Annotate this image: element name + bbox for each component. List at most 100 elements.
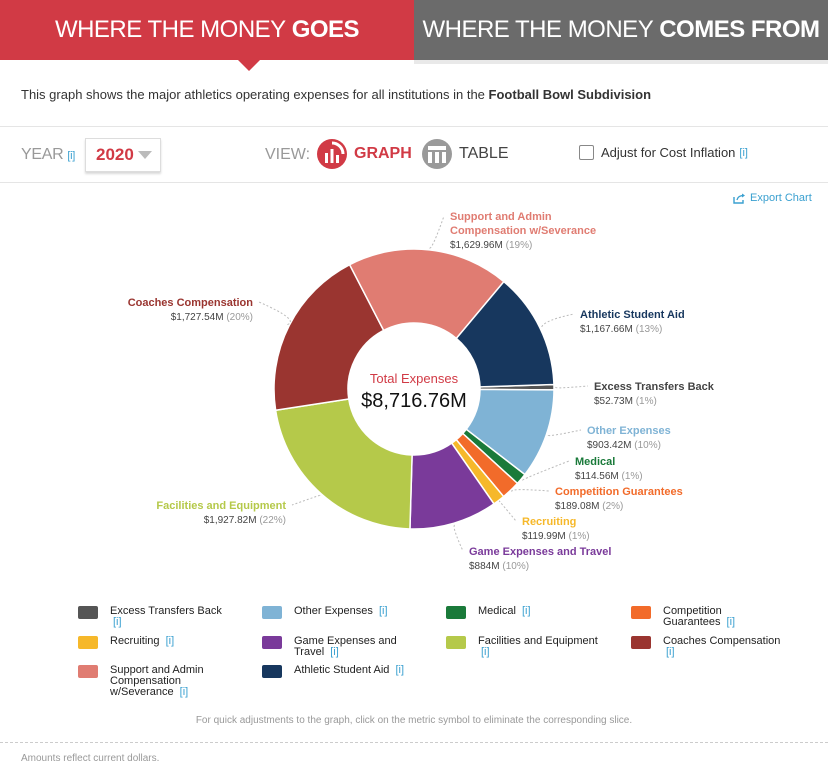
legend-info-link[interactable]: [i] — [395, 664, 405, 676]
legend-swatch[interactable] — [78, 665, 98, 678]
legend-item[interactable]: Other Expenses [i] — [262, 606, 432, 619]
legend-swatch[interactable] — [446, 606, 466, 619]
legend-swatch[interactable] — [631, 606, 651, 619]
legend-item[interactable]: Medical [i] — [446, 606, 616, 619]
legend-text: Other Expenses — [294, 605, 373, 617]
legend-swatch[interactable] — [78, 606, 98, 619]
slice-value-support-and-admin-compensation-w-severance: $1,629.96M (19%) — [450, 240, 532, 251]
export-icon — [733, 193, 745, 204]
legend-swatch[interactable] — [631, 636, 651, 649]
footnote: Amounts reflect current dollars. — [21, 753, 160, 764]
leader-line-athletic-student-aid — [541, 313, 575, 328]
slice-label-medical: Medical — [575, 456, 615, 468]
legend-text: Competition Guarantees — [663, 605, 722, 628]
legend-item[interactable]: Athletic Student Aid [i] — [262, 665, 432, 678]
tab-where-money-comes-from[interactable]: WHERE THE MONEY COMES FROM — [414, 0, 828, 60]
slice-value-competition-guarantees: $189.08M (2%) — [555, 501, 623, 512]
slice-support-and-admin-compensation-w-severance[interactable] — [348, 248, 505, 340]
tab-goes-bold: GOES — [291, 16, 360, 43]
legend-label: Facilities and Equipment [i] — [478, 636, 608, 658]
center-value: $8,716.76M — [361, 390, 467, 412]
slice-label-facilities-and-equipment: Facilities and Equipment — [156, 500, 286, 512]
legend-item[interactable]: Game Expenses and Travel [i] — [262, 636, 432, 658]
legend-swatch[interactable] — [262, 636, 282, 649]
slice-label-support-and-admin-compensation-w-severance: Support and Admin Compensation w/Severanc… — [450, 211, 596, 237]
legend-swatch[interactable] — [262, 665, 282, 678]
graph-label: GRAPH — [354, 145, 412, 162]
legend-item[interactable]: Recruiting [i] — [78, 636, 248, 649]
legend-info-link[interactable]: [i] — [378, 605, 388, 617]
inflation-info-link[interactable]: [i] — [739, 146, 748, 159]
legend-info-link[interactable]: [i] — [179, 686, 189, 698]
legend-text: Medical — [478, 605, 516, 617]
slice-label-game-expenses-and-travel: Game Expenses and Travel — [469, 546, 611, 558]
legend-label: Other Expenses [i] — [294, 606, 388, 617]
slice-facilities-and-equipment[interactable] — [274, 398, 413, 530]
legend-swatch[interactable] — [78, 636, 98, 649]
divider — [0, 182, 828, 183]
table-label: TABLE — [459, 145, 509, 162]
tab-where-money-goes[interactable]: WHERE THE MONEY GOES — [0, 0, 414, 60]
legend-item[interactable]: Coaches Compensation [i] — [631, 636, 801, 658]
legend-swatch[interactable] — [262, 606, 282, 619]
chevron-down-icon — [137, 151, 152, 159]
legend-item[interactable]: Excess Transfers Back [i] — [78, 606, 248, 628]
leader-line-game-expenses-and-travel — [453, 524, 464, 552]
inflation-toggle[interactable]: Adjust for Cost Inflation [i] — [579, 145, 748, 160]
tab-active-pointer — [0, 60, 414, 71]
expenses-donut-chart: Excess Transfers Back $52.73M (1%) Other E… — [128, 211, 715, 572]
tab-comes-bold: COMES FROM — [659, 16, 820, 43]
graph-icon — [317, 139, 347, 169]
legend-info-link[interactable]: [i] — [165, 635, 175, 647]
slice-coaches-compensation[interactable] — [273, 263, 385, 412]
legend-item[interactable]: Support and Admin Compensation w/Severan… — [78, 665, 248, 698]
slice-label-other-expenses: Other Expenses — [587, 425, 671, 437]
legend-info-link[interactable]: [i] — [521, 605, 531, 617]
legend-label: Game Expenses and Travel [i] — [294, 636, 404, 658]
chart-description: This graph shows the major athletics ope… — [21, 87, 651, 102]
slice-athletic-student-aid[interactable] — [455, 280, 555, 388]
slice-label-athletic-student-aid: Athletic Student Aid — [580, 309, 685, 321]
leader-line-competition-guarantees — [511, 489, 550, 493]
year-info-link[interactable]: [i] — [67, 150, 76, 162]
description-bold: Football Bowl Subdivision — [488, 87, 652, 102]
legend-text: Support and Admin Compensation w/Severan… — [110, 664, 204, 698]
leader-line-coaches-compensation — [258, 301, 291, 326]
legend-text: Excess Transfers Back — [110, 605, 222, 617]
divider — [0, 742, 828, 743]
legend-info-link[interactable]: [i] — [666, 646, 675, 658]
view-graph-button[interactable]: GRAPH — [316, 138, 412, 170]
slice-label-competition-guarantees: Competition Guarantees — [555, 486, 683, 498]
export-label: Export Chart — [750, 192, 812, 204]
inflation-checkbox[interactable] — [579, 145, 594, 160]
legend-text: Facilities and Equipment — [478, 635, 598, 647]
tab-bar: WHERE THE MONEY GOES WHERE THE MONEY COMES… — [0, 0, 828, 71]
year-label: YEAR [i] — [21, 146, 75, 164]
leader-line-support-and-admin-compensation-w-severance — [429, 215, 445, 249]
year-dropdown[interactable]: 2020 — [85, 138, 161, 172]
tab-shade — [414, 60, 828, 64]
slice-value-recruiting: $119.99M (1%) — [522, 531, 590, 542]
legend-info-link[interactable]: [i] — [330, 646, 339, 658]
legend-label: Recruiting [i] — [110, 636, 174, 647]
year-label-text: YEAR — [21, 146, 64, 163]
slice-label-coaches-compensation: Coaches Compensation — [128, 297, 254, 309]
legend-info-link[interactable]: [i] — [481, 646, 490, 658]
leader-line-facilities-and-equipment — [291, 494, 321, 506]
export-chart-button[interactable]: Export Chart — [733, 192, 812, 204]
slice-value-other-expenses: $903.42M (10%) — [587, 440, 661, 451]
slice-value-medical: $114.56M (1%) — [575, 471, 643, 482]
tab-comes-pre: WHERE THE MONEY — [422, 16, 654, 43]
legend-item[interactable]: Facilities and Equipment [i] — [446, 636, 616, 658]
description-text: This graph shows the major athletics ope… — [21, 87, 485, 102]
legend-item[interactable]: Competition Guarantees [i] — [631, 606, 801, 628]
legend-info-link[interactable]: [i] — [113, 616, 122, 628]
view-table-button[interactable]: TABLE — [421, 138, 509, 170]
legend-swatch[interactable] — [446, 636, 466, 649]
slice-value-game-expenses-and-travel: $884M (10%) — [469, 561, 529, 572]
legend-label: Support and Admin Compensation w/Severan… — [110, 665, 220, 698]
slice-label-excess-transfers-back: Excess Transfers Back — [594, 381, 715, 393]
legend-info-link[interactable]: [i] — [726, 616, 736, 628]
leader-line-excess-transfers-back — [555, 385, 589, 389]
leader-line-recruiting — [498, 500, 517, 522]
